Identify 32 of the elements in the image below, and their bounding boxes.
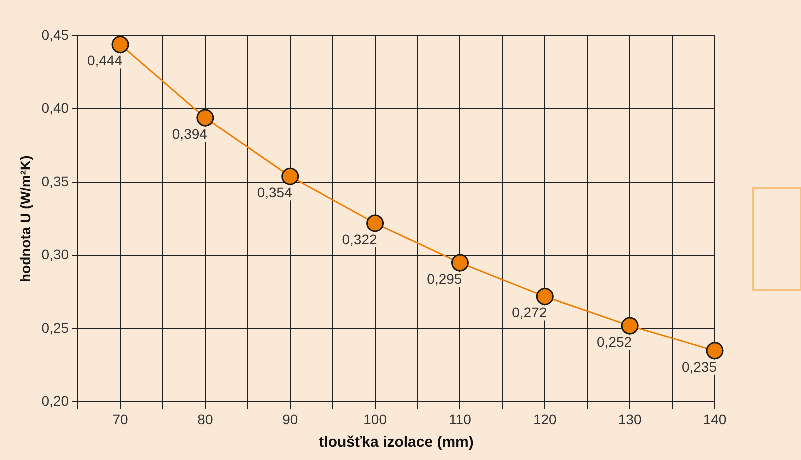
data-label: 0,272 [512, 304, 548, 321]
point [112, 36, 130, 54]
x-tick-label: 100 [364, 411, 388, 428]
data-label: 0,444 [87, 52, 123, 69]
x-tick-label: 130 [618, 411, 642, 428]
data-label: 0,322 [342, 231, 378, 248]
y-tick-label: 0,30 [42, 246, 70, 263]
data-label: 0,295 [427, 270, 462, 287]
point [621, 317, 639, 335]
y-tick-label: 0,45 [42, 26, 70, 43]
data-label: 0,235 [682, 358, 718, 375]
x-tick-label: 140 [703, 411, 727, 428]
point [451, 254, 469, 272]
point [536, 288, 554, 306]
point [366, 214, 384, 232]
x-tick-label: 110 [449, 411, 472, 428]
y-tick-label: 0,40 [42, 100, 70, 116]
y-axis-title: hodnota U (W/m²K) [17, 156, 34, 282]
x-tick-label: 120 [533, 411, 558, 428]
y-tick-label: 0,20 [42, 393, 70, 410]
data-label: 0,394 [172, 126, 208, 142]
data-label: 0,354 [257, 184, 293, 200]
data-label: 0,252 [597, 334, 632, 350]
y-tick-label: 0,25 [42, 320, 70, 336]
x-axis-title: tloušťka izolace (mm) [319, 434, 474, 452]
x-tick-label: 90 [282, 411, 298, 428]
point [282, 168, 300, 186]
x-tick-label: 80 [198, 411, 214, 428]
point [196, 109, 214, 127]
y-tick-label: 0,35 [42, 173, 70, 190]
x-tick-label: 70 [112, 411, 129, 428]
point [706, 342, 724, 360]
